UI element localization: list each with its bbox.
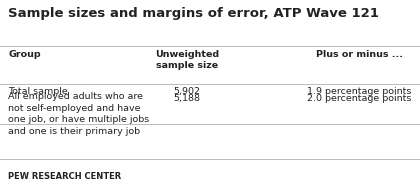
Text: Total sample: Total sample bbox=[8, 87, 68, 96]
Text: 5,902: 5,902 bbox=[173, 87, 200, 96]
Text: PEW RESEARCH CENTER: PEW RESEARCH CENTER bbox=[8, 172, 122, 181]
Text: Unweighted
sample size: Unweighted sample size bbox=[155, 50, 219, 70]
Text: All employed adults who are
not self-employed and have
one job, or have multiple: All employed adults who are not self-emp… bbox=[8, 92, 150, 136]
Text: Group: Group bbox=[8, 50, 41, 59]
Text: Plus or minus ...: Plus or minus ... bbox=[315, 50, 403, 59]
Text: Sample sizes and margins of error, ATP Wave 121: Sample sizes and margins of error, ATP W… bbox=[8, 7, 379, 20]
Text: 1.9 percentage points: 1.9 percentage points bbox=[307, 87, 411, 96]
Text: 2.0 percentage points: 2.0 percentage points bbox=[307, 94, 411, 103]
Text: 5,188: 5,188 bbox=[173, 94, 200, 103]
